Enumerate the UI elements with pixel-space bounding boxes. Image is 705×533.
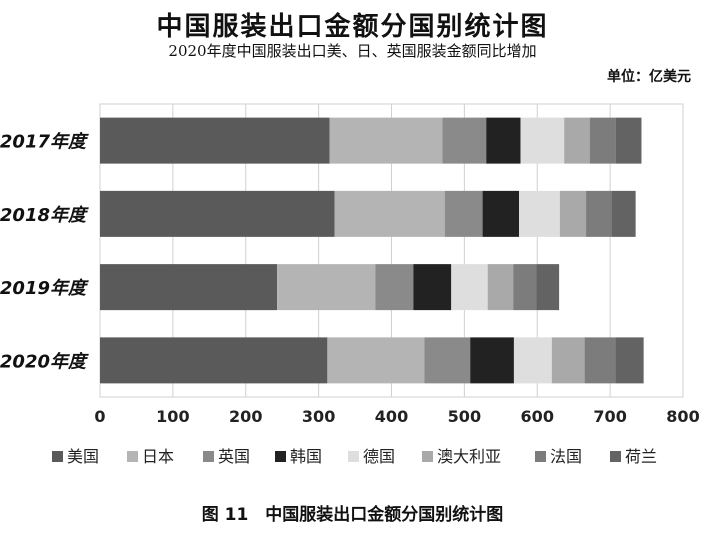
legend-label: 韩国	[290, 447, 322, 466]
x-tick-label: 300	[302, 407, 335, 426]
bar-segment	[444, 190, 483, 237]
legend-label: 荷兰	[625, 447, 657, 466]
y-category-label: 2018年度	[0, 205, 89, 226]
legend-label: 英国	[218, 447, 250, 466]
bar-segment	[519, 190, 560, 237]
bar-segment	[611, 190, 636, 237]
legend-label: 日本	[142, 447, 174, 466]
legend-swatch	[127, 451, 138, 462]
legend-label: 法国	[550, 447, 582, 466]
bar-segment	[584, 337, 616, 384]
bar-segment	[100, 264, 278, 311]
bar-segment	[513, 264, 537, 311]
bar-segment	[100, 190, 335, 237]
legend-label: 澳大利亚	[437, 447, 501, 466]
bar-segment	[451, 264, 488, 311]
legend-swatch	[422, 451, 433, 462]
legend-swatch	[610, 451, 621, 462]
bar-segment	[413, 264, 452, 311]
y-category-label: 2020年度	[0, 351, 89, 372]
legend-swatch	[348, 451, 359, 462]
x-tick-label: 200	[229, 407, 262, 426]
x-tick-label: 700	[593, 407, 626, 426]
legend-swatch	[52, 451, 63, 462]
bar-segment	[551, 337, 585, 384]
legend-swatch	[203, 451, 214, 462]
bar-segment	[615, 337, 644, 384]
bar-segment	[486, 117, 521, 164]
bar-segment	[536, 264, 560, 311]
figure-caption: 图 11 中国服装出口金额分国别统计图	[201, 505, 504, 525]
bar-segment	[564, 117, 590, 164]
bar-segment	[487, 264, 514, 311]
bar-segment	[334, 190, 445, 237]
bar-segment	[615, 117, 642, 164]
bar-segment	[513, 337, 552, 384]
x-tick-label: 100	[156, 407, 189, 426]
bar-segment	[277, 264, 376, 311]
bar-segment	[327, 337, 425, 384]
bar-segment	[559, 190, 587, 237]
bar-segment	[470, 337, 514, 384]
unit-label: 单位：亿美元	[607, 69, 691, 85]
bar-segment	[424, 337, 471, 384]
bar-segment	[100, 117, 330, 164]
x-tick-label: 0	[94, 407, 105, 426]
bar-segment	[329, 117, 443, 164]
bar-segment	[375, 264, 414, 311]
bar-segment	[442, 117, 487, 164]
legend-swatch	[275, 451, 286, 462]
y-category-label: 2019年度	[0, 278, 89, 299]
bar-segment	[520, 117, 565, 164]
x-tick-label: 400	[375, 407, 408, 426]
chart-subtitle: 2020年度中国服装出口美、日、英国服装金额同比增加	[168, 42, 537, 60]
bar-segment	[482, 190, 520, 237]
y-category-label: 2017年度	[0, 132, 89, 153]
x-tick-label: 800	[666, 407, 699, 426]
chart-title: 中国服装出口金额分国别统计图	[156, 12, 549, 42]
legend-swatch	[535, 451, 546, 462]
legend-label: 美国	[67, 447, 99, 466]
x-tick-label: 500	[448, 407, 481, 426]
legend-label: 德国	[363, 447, 395, 466]
bar-segment	[589, 117, 616, 164]
bar-segment	[100, 337, 328, 384]
x-tick-label: 600	[521, 407, 554, 426]
bar-segment	[586, 190, 612, 237]
